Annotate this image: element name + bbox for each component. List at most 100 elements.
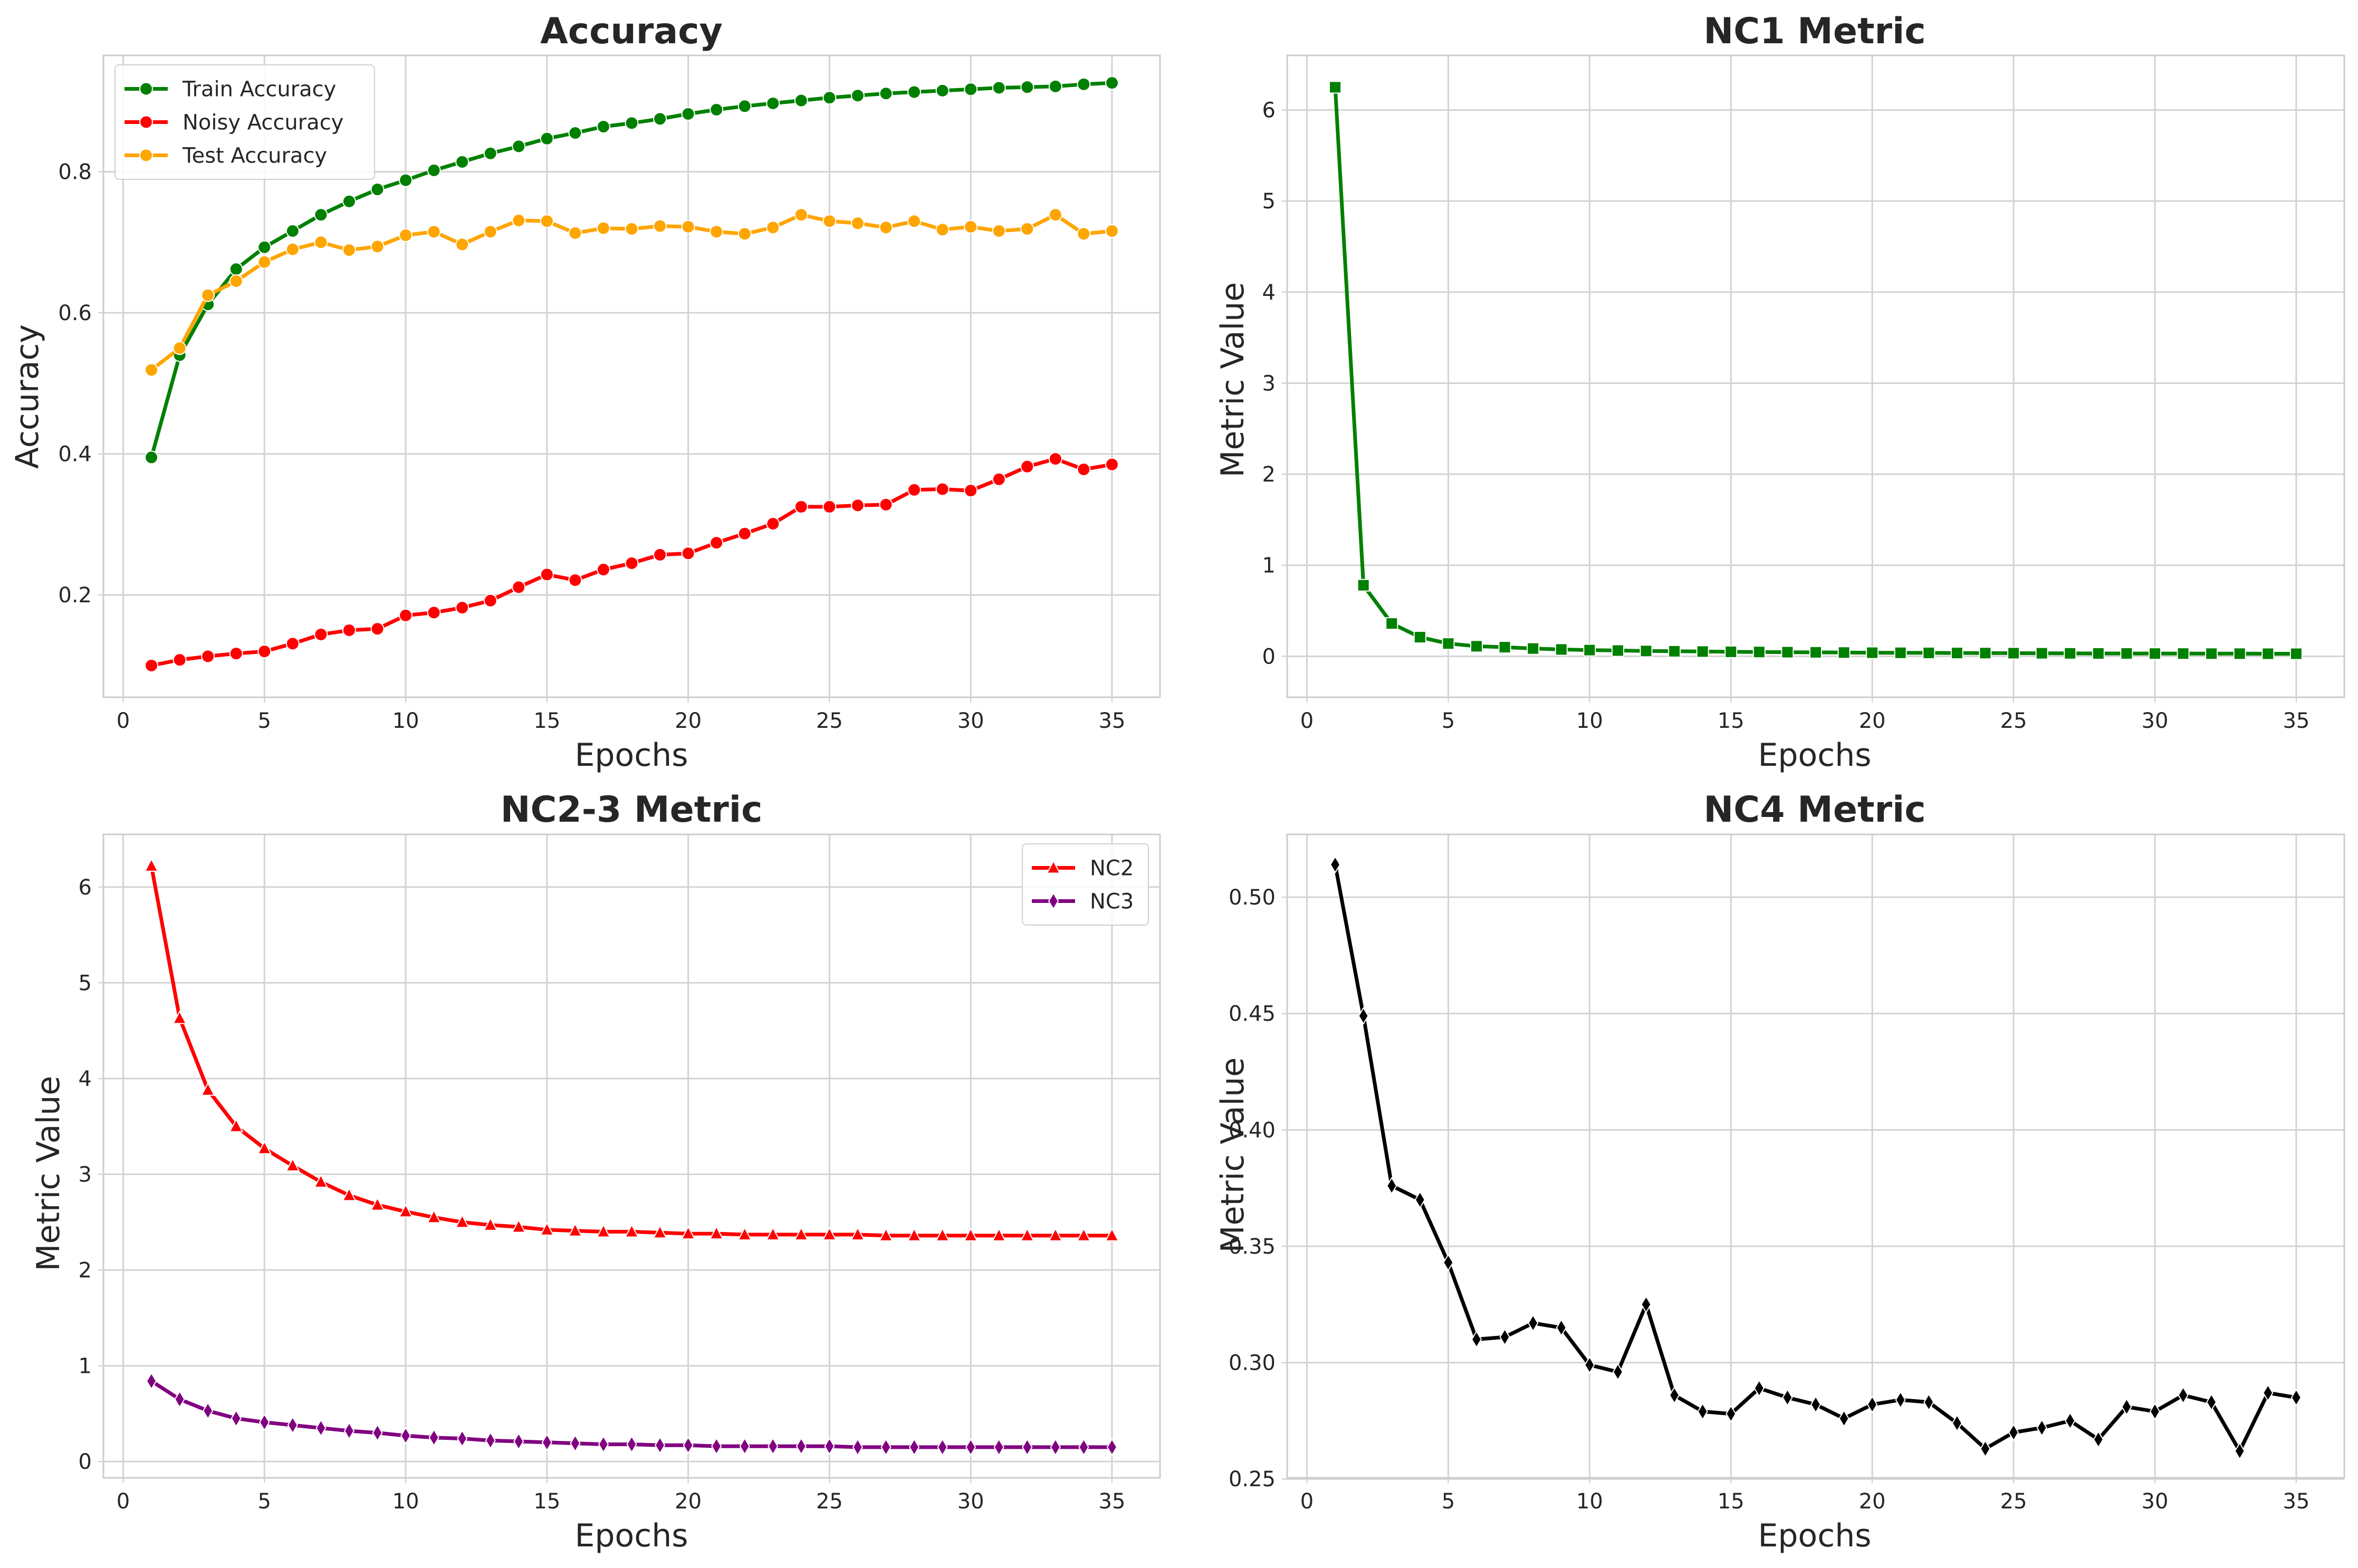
x-tick-label: 20 — [675, 1489, 702, 1514]
data-point — [879, 497, 893, 512]
data-point — [259, 1413, 270, 1431]
y-tick-label: 0.50 — [1229, 886, 1276, 910]
data-point — [483, 1217, 498, 1231]
x-tick-label: 10 — [392, 1489, 419, 1514]
data-point — [2149, 1402, 2161, 1421]
data-point — [935, 223, 950, 237]
y-tick-label: 3 — [79, 1162, 92, 1187]
data-point — [1612, 1363, 1624, 1381]
nc1-chart: NC1 Metric Epochs Metric Value 0 5 10 15 20 2… — [1214, 11, 2345, 774]
x-tick-label: 10 — [392, 709, 419, 733]
data-point — [314, 235, 328, 249]
data-point — [2007, 647, 2020, 660]
data-point — [596, 1224, 611, 1238]
y-axis-label: Accuracy — [9, 324, 46, 469]
data-point — [653, 1225, 667, 1239]
data-point — [483, 593, 497, 608]
data-point — [455, 601, 469, 615]
data-point — [229, 274, 243, 288]
data-point — [2036, 1419, 2047, 1437]
data-point — [907, 214, 922, 228]
chart-title: NC1 Metric — [1703, 11, 1925, 52]
axes-frame — [1286, 54, 2345, 698]
nc4-chart: NC4 Metric Epochs Metric Value 0 5 10 15 20 2… — [1214, 789, 2345, 1554]
data-point — [398, 1204, 413, 1218]
data-point — [937, 1438, 948, 1456]
data-point — [907, 1227, 922, 1242]
data-point — [314, 627, 328, 641]
x-tick-label: 0 — [1300, 709, 1314, 733]
x-tick-label: 5 — [1442, 1489, 1455, 1514]
data-point — [456, 1429, 468, 1448]
data-point — [483, 225, 497, 239]
data-point — [513, 1432, 524, 1450]
data-point — [1357, 579, 1370, 592]
data-point — [992, 81, 1006, 95]
data-point — [511, 1219, 526, 1233]
data-point — [174, 1390, 185, 1409]
data-point — [1584, 1356, 1595, 1374]
data-point — [342, 243, 356, 257]
data-point — [2263, 1384, 2274, 1402]
data-point — [1837, 646, 1851, 659]
data-point — [654, 1436, 666, 1455]
data-point — [2234, 1442, 2245, 1460]
data-point — [794, 499, 808, 514]
data-point — [710, 225, 724, 239]
data-point — [710, 102, 724, 117]
data-point — [1583, 643, 1596, 657]
data-point — [399, 608, 413, 622]
data-point — [314, 208, 328, 222]
legend-box — [114, 64, 375, 180]
x-tick-label: 0 — [117, 1489, 130, 1514]
plot-area — [103, 834, 1160, 1478]
x-tick-label: 25 — [816, 1489, 843, 1514]
data-point — [908, 1438, 920, 1456]
data-point — [992, 472, 1006, 486]
data-point — [172, 1010, 187, 1024]
gridlines — [103, 55, 1160, 697]
legend-item: Train Accuracy — [124, 78, 336, 102]
data-point — [1980, 1439, 1991, 1458]
data-point — [1669, 1386, 1680, 1405]
data-point — [200, 1082, 215, 1096]
data-point — [201, 288, 215, 302]
data-point — [794, 208, 808, 222]
data-point — [1105, 224, 1119, 238]
data-point — [313, 1173, 329, 1188]
data-point — [965, 1438, 976, 1456]
data-point — [1894, 646, 1907, 659]
data-point — [935, 1227, 950, 1242]
data-point — [1471, 1330, 1482, 1349]
data-point — [1078, 1438, 1089, 1456]
x-tick-label: 25 — [816, 709, 843, 733]
data-point — [1697, 1402, 1708, 1421]
legend-marker — [139, 82, 153, 96]
data-point — [935, 83, 950, 98]
data-point — [257, 255, 272, 269]
data-point — [878, 1227, 894, 1242]
data-point — [400, 1427, 411, 1445]
data-point — [1611, 644, 1624, 657]
y-tick-label: 1 — [79, 1354, 92, 1379]
data-point — [1724, 645, 1738, 658]
series-nc3 — [146, 1372, 1118, 1456]
data-point — [1781, 646, 1794, 659]
data-point — [681, 107, 695, 121]
legend-label: Test Accuracy — [182, 144, 327, 168]
data-point — [737, 1226, 752, 1240]
x-tick-label: 35 — [1099, 1489, 1126, 1514]
y-tick-label: 0.2 — [58, 583, 92, 608]
data-point — [568, 1223, 583, 1237]
data-point — [795, 1437, 807, 1456]
y-tick-label: 2 — [1262, 463, 1276, 487]
data-point — [370, 622, 385, 636]
legend-label: NC3 — [1090, 890, 1134, 914]
y-tick-label: 0.35 — [1229, 1235, 1276, 1259]
data-point — [2233, 647, 2246, 660]
data-point — [285, 224, 300, 238]
data-point — [1020, 222, 1034, 236]
x-tick-label: 25 — [2000, 709, 2027, 733]
data-point — [541, 1433, 552, 1451]
data-point — [1951, 1414, 1963, 1432]
